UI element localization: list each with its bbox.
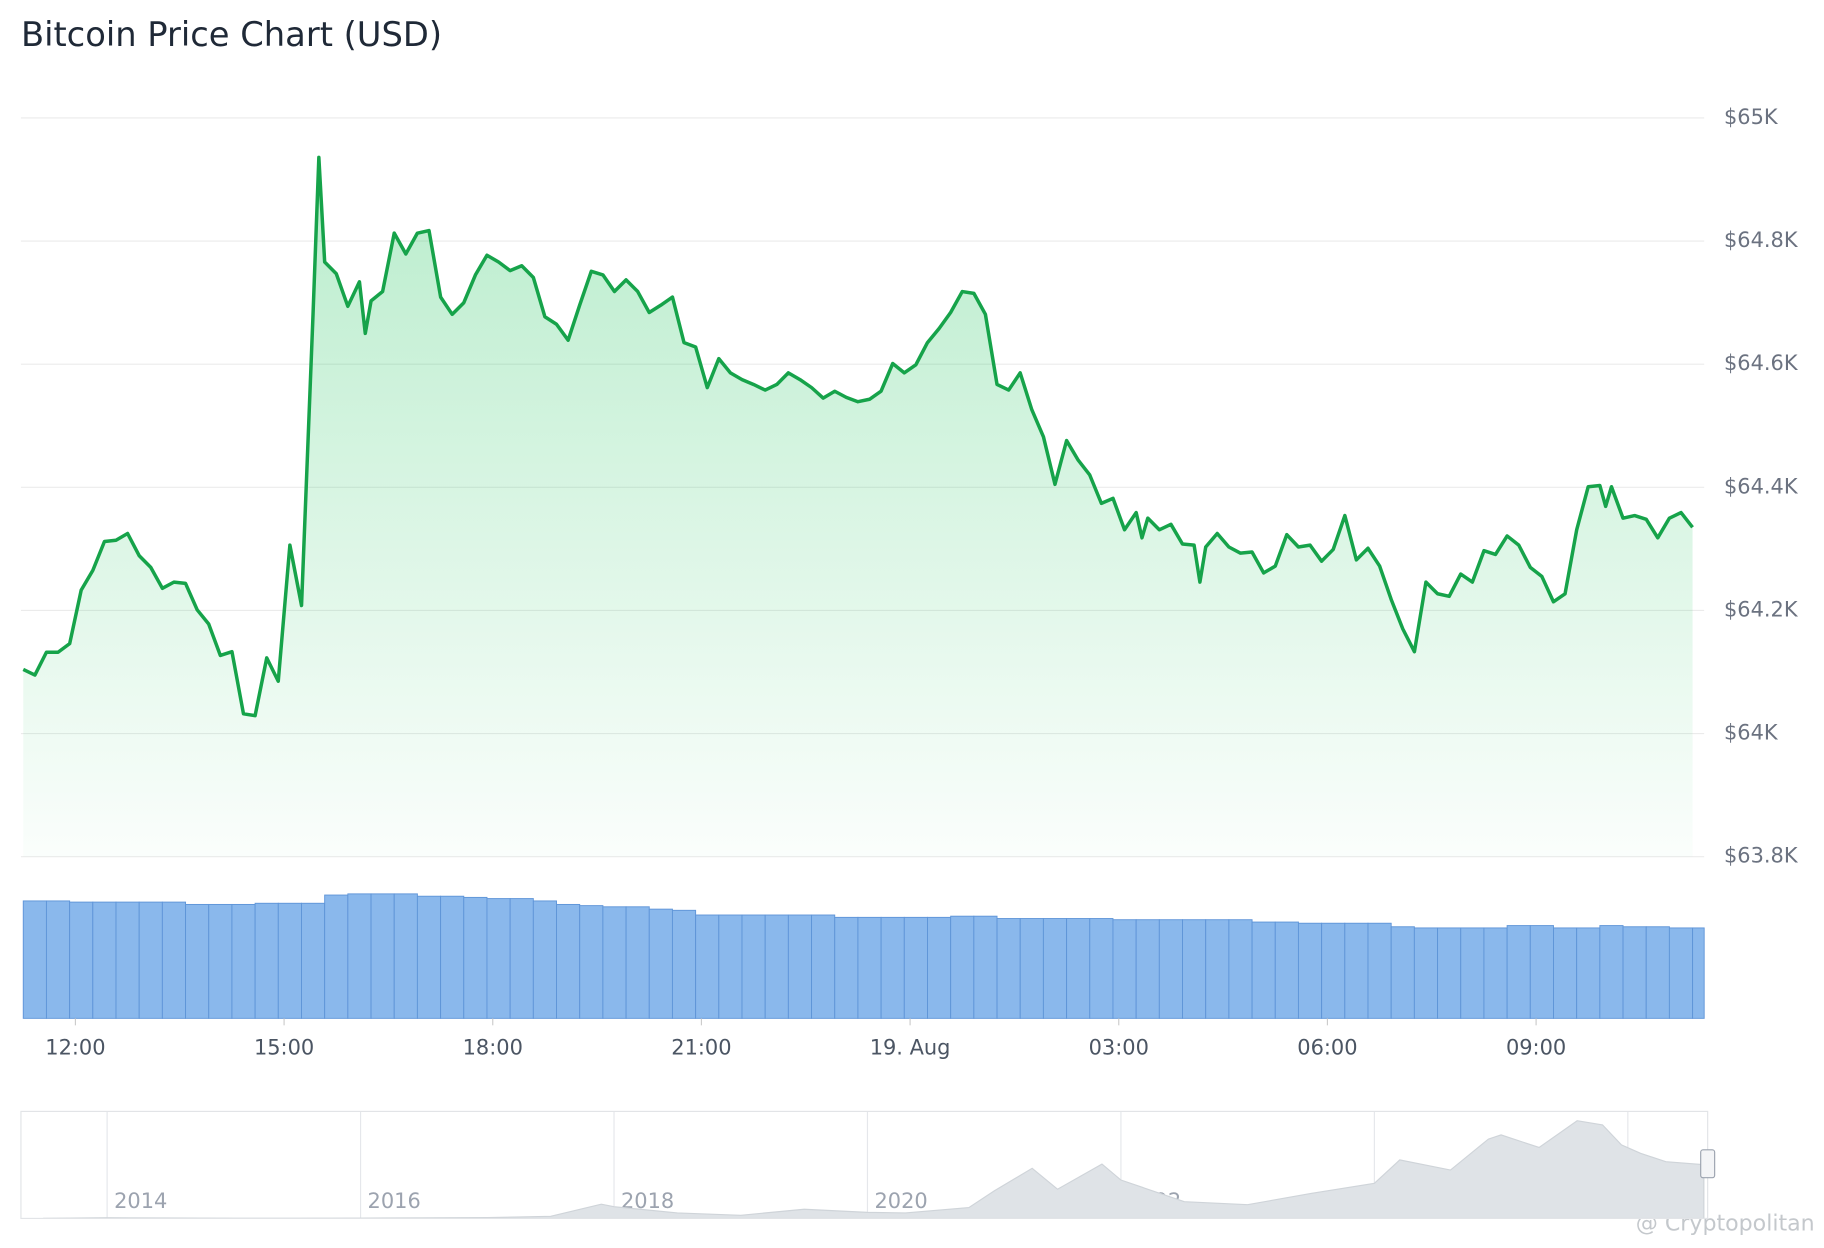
- volume-bar: [602, 906, 627, 1019]
- navigator-area: [43, 1120, 1705, 1220]
- volume-bar: [973, 915, 998, 1019]
- volume-bar: [208, 903, 233, 1019]
- price-line: [22, 155, 1694, 718]
- volume-bar: [1692, 927, 1705, 1019]
- y-tick-label: $65K: [1724, 105, 1779, 129]
- volume-bar: [1553, 927, 1578, 1019]
- volume-bar: [648, 908, 673, 1019]
- volume-bar: [1344, 922, 1369, 1019]
- volume-bar: [1205, 919, 1230, 1019]
- y-tick-label: $63.8K: [1724, 844, 1799, 868]
- volume-bar: [556, 903, 581, 1019]
- volume-bar: [277, 902, 302, 1019]
- volume-bar: [1228, 919, 1253, 1019]
- volume-bar: [579, 905, 604, 1019]
- volume-bar: [486, 898, 511, 1019]
- volume-bar: [324, 894, 349, 1019]
- volume-bar: [695, 914, 720, 1019]
- volume-bar: [138, 901, 163, 1019]
- volume-bar: [1321, 922, 1346, 1019]
- volume-bar: [440, 895, 465, 1019]
- volume-bar: [811, 914, 836, 1019]
- volume-bar: [1529, 925, 1554, 1019]
- volume-bar: [625, 906, 650, 1019]
- volume-bar: [1251, 921, 1276, 1019]
- navigator-handle: [1700, 1149, 1716, 1179]
- volume-bar: [1483, 927, 1508, 1019]
- volume-bar: [1019, 918, 1044, 1019]
- volume-bar: [1668, 927, 1694, 1019]
- x-tick-label: 03:00: [1089, 1036, 1149, 1060]
- volume-bar: [1042, 918, 1068, 1019]
- volume-bar: [92, 901, 117, 1019]
- volume-bar: [1645, 926, 1670, 1019]
- volume-bar: [1599, 925, 1624, 1019]
- volume-bar: [880, 916, 905, 1019]
- x-tick-label: 06:00: [1297, 1036, 1357, 1060]
- volume-bar: [903, 916, 928, 1019]
- chart-title: Bitcoin Price Chart (USD): [21, 15, 442, 54]
- x-tick-label: 09:00: [1506, 1036, 1566, 1060]
- volume-bar: [1182, 919, 1207, 1019]
- volume-bar: [1390, 926, 1415, 1019]
- y-tick-label: $64.2K: [1724, 597, 1799, 621]
- volume-bar: [927, 916, 952, 1019]
- y-tick-label: $64.6K: [1724, 351, 1799, 375]
- navigator-tick-label: 2020: [874, 1189, 927, 1213]
- volume-bar: [185, 903, 210, 1019]
- volume-bar: [1437, 927, 1462, 1019]
- volume-bar: [1576, 927, 1601, 1019]
- volume-bar: [370, 893, 395, 1019]
- volume-bar: [1158, 919, 1183, 1019]
- volume-bar: [787, 914, 813, 1019]
- volume-bar: [718, 914, 743, 1019]
- x-tick-label: 12:00: [45, 1036, 105, 1060]
- volume-bar: [416, 895, 442, 1019]
- volume-bar: [1506, 925, 1531, 1019]
- volume-bar: [69, 901, 94, 1019]
- volume-bar: [301, 902, 326, 1019]
- volume-bar: [996, 918, 1021, 1019]
- volume-bar: [1622, 926, 1647, 1019]
- x-tick-label: 18:00: [463, 1036, 523, 1060]
- volume-bar: [22, 900, 47, 1019]
- volume-bar: [1274, 921, 1299, 1019]
- volume-bar: [1460, 927, 1485, 1019]
- volume-bar: [463, 896, 488, 1019]
- volume-bar: [1367, 922, 1392, 1019]
- y-tick-label: $64.8K: [1724, 228, 1799, 252]
- volume-bar: [1112, 919, 1137, 1019]
- volume-bar: [1089, 918, 1114, 1019]
- volume-bar: [671, 909, 697, 1019]
- x-tick-label: 21:00: [671, 1036, 731, 1060]
- x-tick-label: 19. Aug: [870, 1036, 951, 1060]
- volume-bar: [347, 893, 372, 1019]
- volume-bar: [532, 900, 557, 1019]
- area-fill: [23, 157, 1693, 857]
- volume-bar: [509, 898, 534, 1019]
- volume-bar: [161, 901, 187, 1019]
- volume-bar: [857, 916, 882, 1019]
- volume-bar: [115, 901, 140, 1019]
- y-tick-label: $64.4K: [1724, 474, 1799, 498]
- volume-bar: [1413, 927, 1439, 1019]
- volume-bar: [764, 914, 789, 1019]
- navigator-tick-label: 2014: [114, 1189, 167, 1213]
- volume-bar: [950, 915, 975, 1019]
- volume-bar: [1066, 918, 1091, 1019]
- navigator-tick-label: 2016: [368, 1189, 421, 1213]
- volume-bar: [741, 914, 766, 1019]
- x-tick-label: 15:00: [254, 1036, 314, 1060]
- volume-bar: [231, 903, 256, 1019]
- y-tick-label: $64K: [1724, 721, 1779, 745]
- volume-bar: [254, 902, 279, 1019]
- volume-bar: [1135, 919, 1160, 1019]
- volume-bar: [393, 893, 418, 1019]
- volume-bar: [834, 916, 859, 1019]
- volume-bar: [1297, 922, 1323, 1019]
- volume-bar: [45, 900, 71, 1019]
